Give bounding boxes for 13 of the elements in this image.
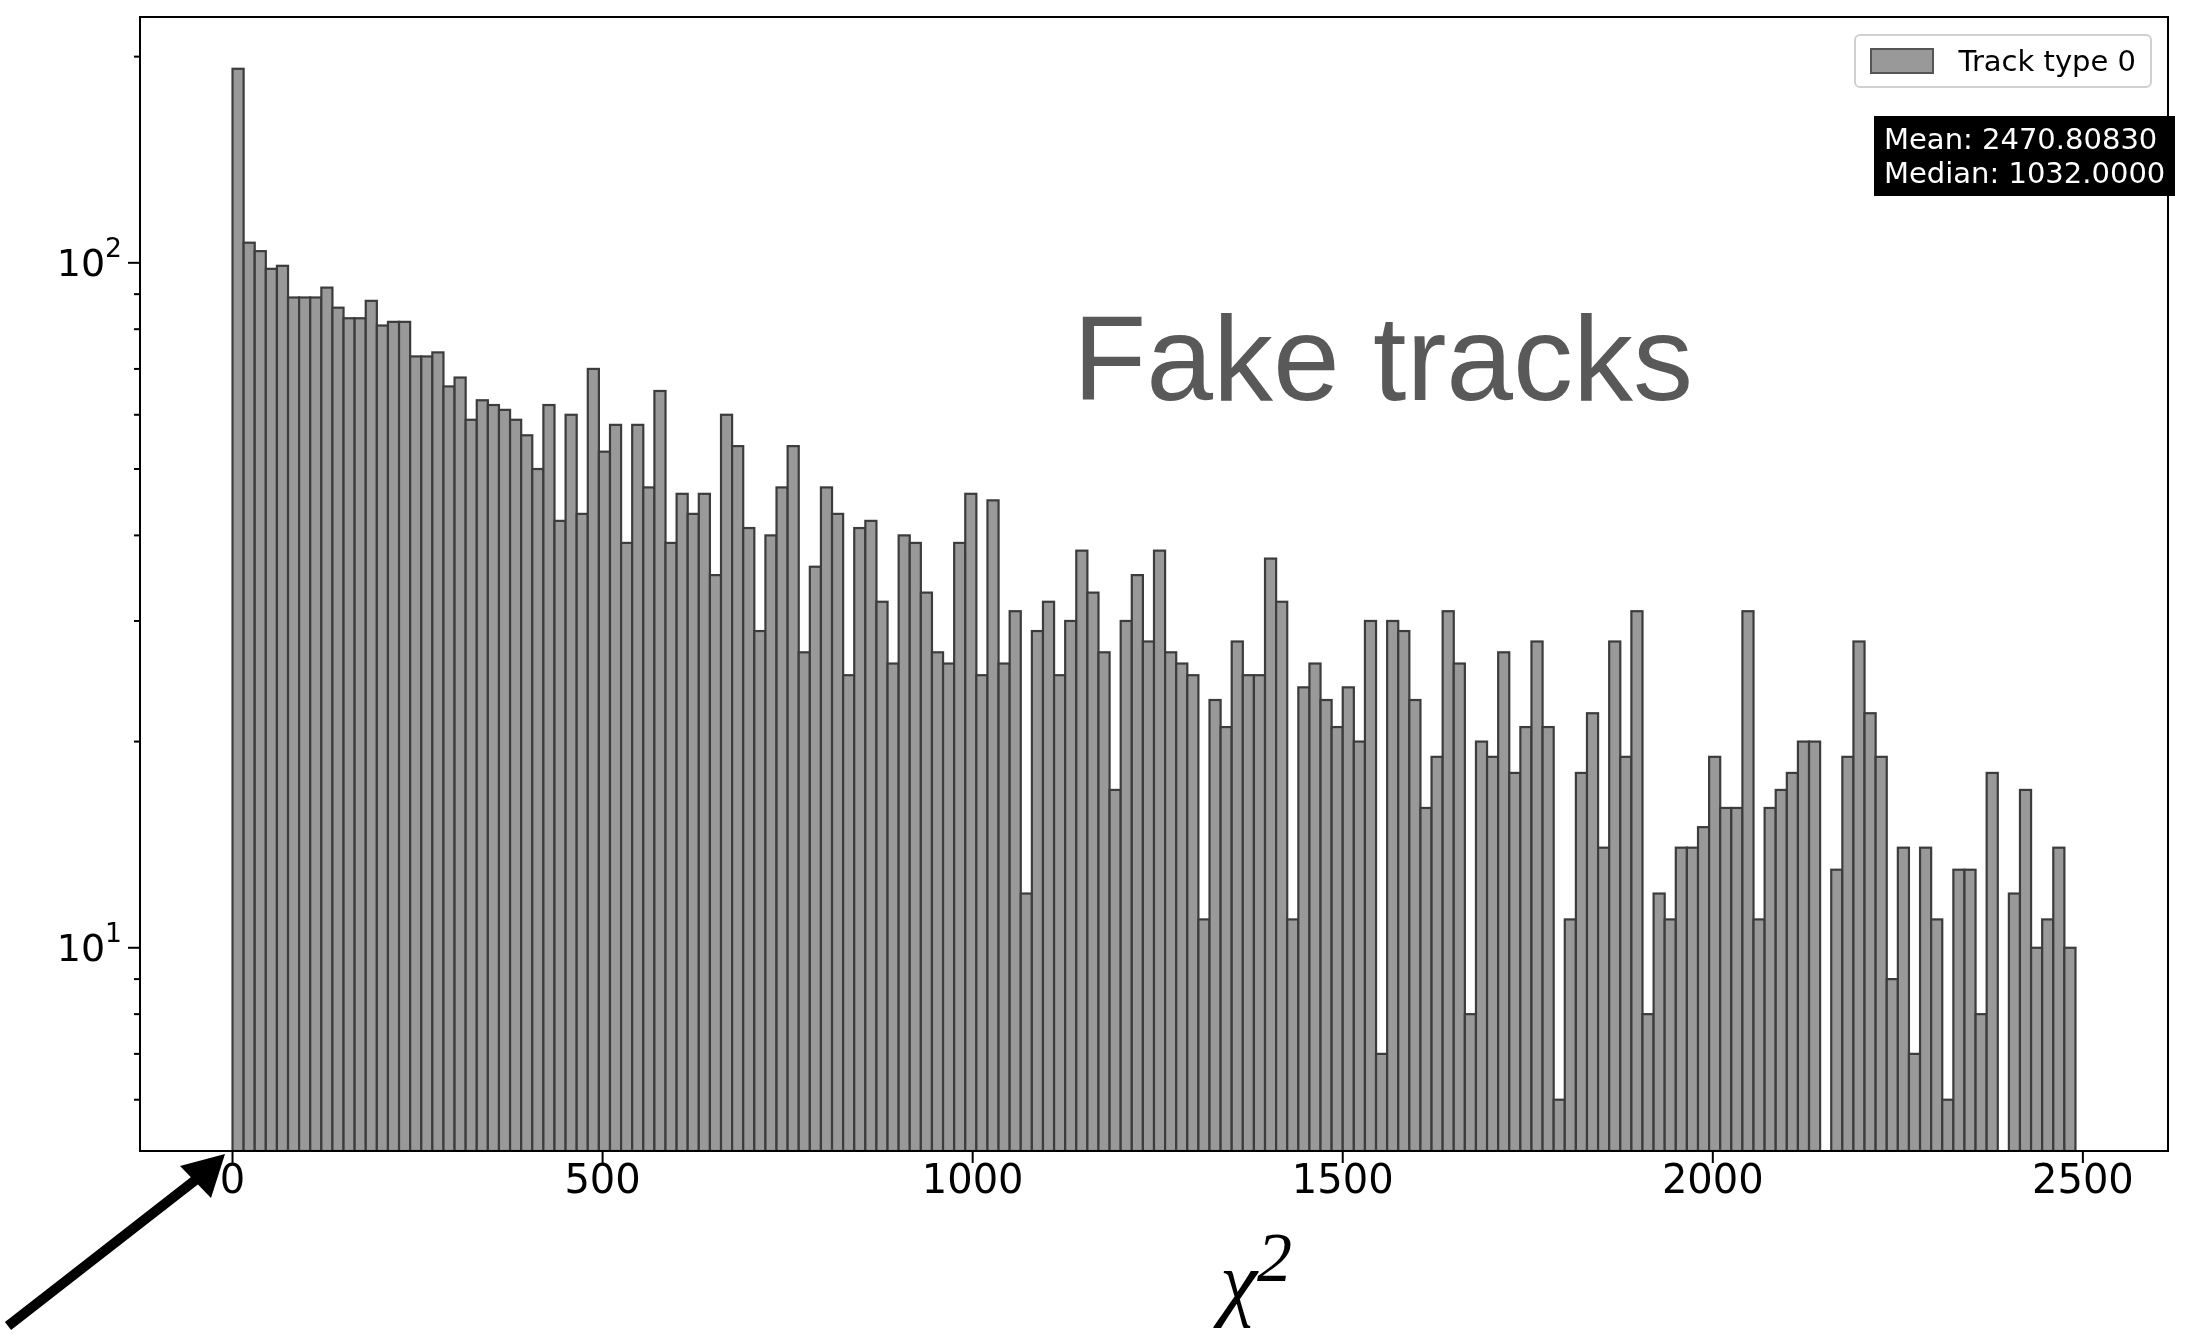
- x-tick-label: 1500: [1291, 1156, 1394, 1203]
- x-tick-label: 2000: [1661, 1156, 1764, 1203]
- x-axis-title: χ$^{2}$: [1212, 1218, 1293, 1330]
- y-tick-label: 10$^{2}$: [56, 231, 122, 285]
- y-tick-label: 10$^{1}$: [56, 916, 122, 970]
- legend-label: Track type 0: [1958, 43, 2136, 80]
- x-tick-label: 2500: [2031, 1156, 2134, 1203]
- x-tick-label: 1000: [921, 1156, 1024, 1203]
- annotation: Median: 1032.0000: [1884, 156, 2166, 190]
- x-tick-label: 0: [219, 1156, 246, 1203]
- x-tick-label: 500: [564, 1156, 641, 1203]
- annotation: Fake tracks: [1071, 291, 1695, 425]
- annotation: Mean: 2470.80830: [1884, 122, 2159, 156]
